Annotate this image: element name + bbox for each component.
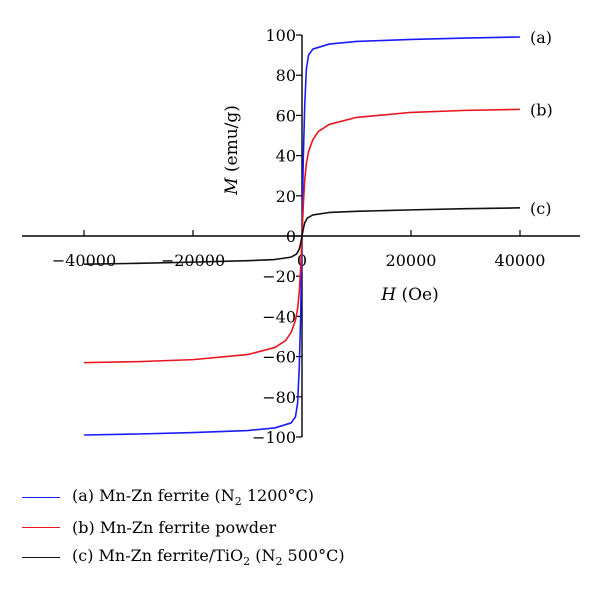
legend-item-c: (c) Mn-Zn ferrite/TiO2 (N2 500°C) bbox=[22, 542, 345, 572]
y-tick-label: −80 bbox=[262, 388, 296, 407]
y-tick-label: 20 bbox=[276, 187, 296, 206]
y-tick-label: 60 bbox=[276, 106, 296, 125]
y-tick-label: 40 bbox=[276, 147, 296, 166]
y-tick-label: −20 bbox=[262, 267, 296, 286]
x-tick-label: −40000 bbox=[52, 251, 116, 270]
curve-label-b: (b) bbox=[530, 100, 553, 119]
y-tick-label: −100 bbox=[252, 428, 296, 447]
legend-swatch-a bbox=[22, 496, 60, 498]
series-line-c bbox=[83, 207, 521, 265]
y-tick-label: 0 bbox=[286, 227, 296, 246]
legend-swatch-c bbox=[22, 556, 60, 558]
y-tick-label: −60 bbox=[262, 348, 296, 367]
legend-swatch-b bbox=[22, 526, 60, 528]
series-lines bbox=[83, 36, 521, 436]
tick-labels: −40000 −20000 0 20000 40000−100−80−60−40−200… bbox=[52, 26, 546, 447]
legend-item-a: (a) Mn-Zn ferrite (N2 1200°C) bbox=[22, 482, 345, 512]
magnetization-chart: −40000 −20000 0 20000 40000−100−80−60−40−200… bbox=[22, 26, 580, 447]
x-tick-label: 20000 bbox=[386, 251, 437, 270]
legend: (a) Mn-Zn ferrite (N2 1200°C) (b) Mn-Zn … bbox=[22, 482, 345, 572]
x-tick-label: −20000 bbox=[161, 251, 225, 270]
legend-item-b: (b) Mn-Zn ferrite powder bbox=[22, 512, 345, 542]
legend-label-c: (c) Mn-Zn ferrite/TiO2 (N2 500°C) bbox=[72, 545, 345, 569]
curve-label-c: (c) bbox=[530, 199, 551, 218]
y-axis-label: M (emu/g) bbox=[222, 105, 242, 196]
curve-label-a: (a) bbox=[530, 28, 552, 47]
axes bbox=[22, 34, 580, 438]
legend-label-a: (a) Mn-Zn ferrite (N2 1200°C) bbox=[72, 485, 315, 509]
x-axis-label: H (Oe) bbox=[380, 285, 439, 305]
x-tick-label: 40000 bbox=[495, 251, 546, 270]
curve-labels: (a) (b) (c) bbox=[530, 28, 553, 218]
y-tick-label: −40 bbox=[262, 307, 296, 326]
y-tick-label: 100 bbox=[265, 26, 296, 45]
y-tick-label: 80 bbox=[276, 66, 296, 85]
legend-label-b: (b) Mn-Zn ferrite powder bbox=[72, 517, 277, 537]
